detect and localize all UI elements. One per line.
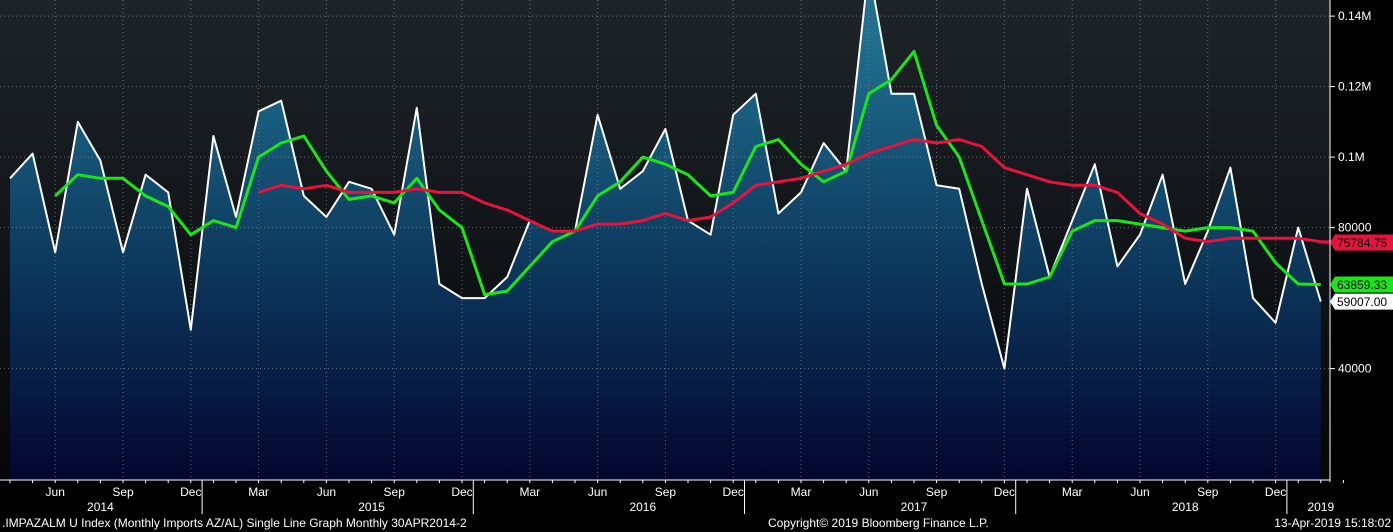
x-year-label: 2014 [87,500,114,514]
x-year-label: 2018 [1172,500,1199,514]
x-month-label: Mar [519,485,540,499]
x-month-label: Mar [1062,485,1083,499]
series-0-line [9,0,1322,370]
x-month-label: Sep [112,485,134,499]
x-month-label: Mar [248,485,269,499]
x-month-label: Dec [451,485,472,499]
x-month-label: Sep [384,485,406,499]
last-value-tag-text: 75784.75 [1337,236,1387,250]
footer-security-description: .IMPAZALM U Index (Monthly Imports AZ/AL… [2,516,467,530]
y-tick-label: 40000 [1338,362,1372,376]
axis-layer: 40000800000.1M0.12M0.14M0.16MJunSepDecMa… [0,0,1372,514]
x-month-label: Dec [723,485,744,499]
last-value-tag-background [1330,276,1393,293]
last-value-tag-text: 59007.00 [1337,295,1387,309]
x-year-label: 2016 [629,500,656,514]
x-year-label: 2019 [1307,500,1334,514]
x-month-label: Sep [926,485,948,499]
last-value-tag-background [1330,234,1393,251]
last-value-tag-text: 63859.33 [1337,278,1387,292]
x-month-label: Dec [994,485,1015,499]
y-tick-label: 80000 [1338,221,1372,235]
x-year-label: 2015 [358,500,385,514]
x-month-label: Jun [588,485,607,499]
x-month-label: Sep [655,485,677,499]
x-month-label: Dec [1265,485,1286,499]
label-layer: 59007.00 63859.33 75784.75 [1330,234,1393,310]
y-tick-label: 0.12M [1338,80,1371,94]
footer-copyright: Copyright© 2019 Bloomberg Finance L.P. [768,516,989,530]
series-0-last-value-tag: 59007.00 [1330,293,1393,310]
x-month-label: Jun [1130,485,1149,499]
y-tick-label: 0.1M [1338,150,1365,164]
x-month-label: Mar [791,485,812,499]
series-1-last-value-tag: 63859.33 [1330,276,1393,293]
lines-layer [9,0,1344,370]
x-month-label: Jun [317,485,336,499]
x-month-label: Sep [1197,485,1219,499]
last-value-tag-background [1330,293,1393,310]
x-year-label: 2017 [901,500,928,514]
y-tick-label: 0.14M [1338,9,1371,23]
x-month-label: Jun [859,485,878,499]
footer-timestamp: 13-Apr-2019 15:18:02 [1274,516,1391,530]
x-month-label: Jun [46,485,65,499]
x-month-label: Dec [180,485,201,499]
series-1-line [54,49,1321,297]
series-2-line [258,138,1344,244]
series-2-last-value-tag: 75784.75 [1330,234,1393,251]
